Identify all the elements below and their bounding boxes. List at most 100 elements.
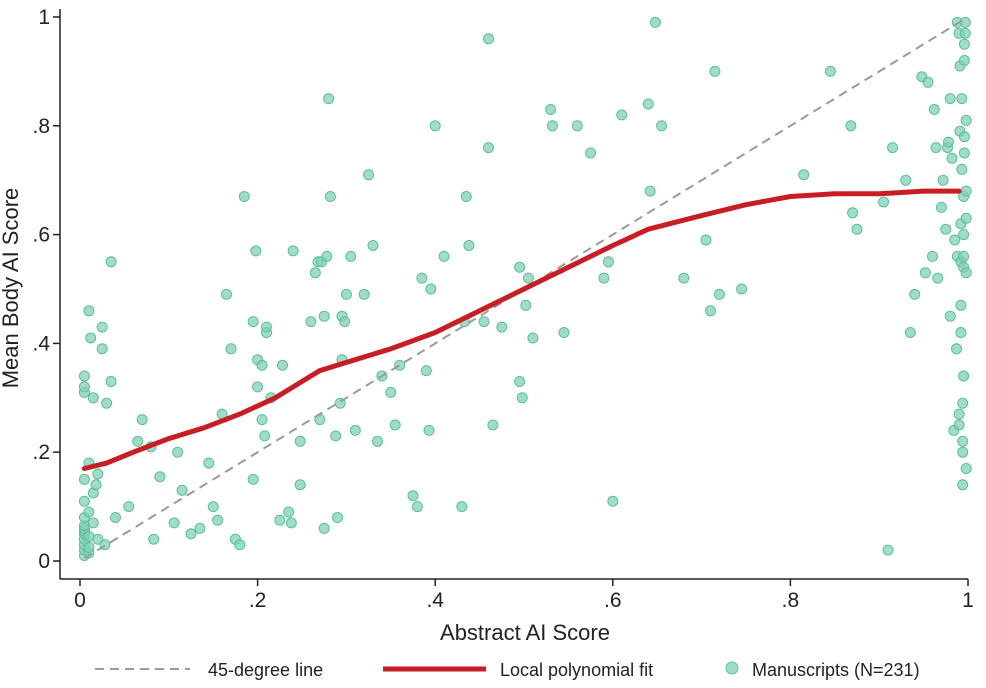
data-point <box>798 169 810 181</box>
data-point <box>460 191 472 202</box>
scatter-points <box>78 16 972 562</box>
data-point <box>92 468 104 480</box>
data-point <box>958 38 970 50</box>
data-point <box>274 514 286 526</box>
data-point <box>349 424 361 436</box>
data-point <box>919 267 931 279</box>
data-point <box>602 256 614 268</box>
data-point <box>960 463 972 474</box>
data-point <box>958 229 970 241</box>
data-point <box>904 327 916 338</box>
data-point <box>283 506 295 518</box>
data-point <box>416 272 428 284</box>
data-point <box>225 343 237 355</box>
data-point <box>96 343 108 355</box>
data-point <box>598 272 610 284</box>
data-point <box>332 512 343 523</box>
data-point <box>709 65 721 77</box>
data-point <box>420 365 432 377</box>
data-point <box>287 245 299 257</box>
data-point <box>882 544 894 556</box>
y-tick-label: .4 <box>32 332 50 355</box>
data-point <box>389 419 401 431</box>
y-axis-title: Mean Body AI Score <box>0 188 23 389</box>
data-point <box>277 359 288 371</box>
data-point <box>955 327 967 338</box>
data-point <box>909 288 921 300</box>
data-point <box>423 424 435 436</box>
data-point <box>937 174 949 186</box>
data-point <box>324 191 336 202</box>
axes <box>59 9 968 580</box>
data-point <box>234 539 246 551</box>
data-point <box>944 93 956 105</box>
x-tick-label: .8 <box>782 589 800 612</box>
data-point <box>294 479 306 491</box>
data-point <box>958 370 970 382</box>
fit-line-group <box>81 188 962 471</box>
data-point <box>339 316 351 328</box>
data-point <box>252 381 264 393</box>
data-point <box>363 169 375 181</box>
data-point <box>345 250 357 262</box>
data-point <box>824 65 836 77</box>
data-point <box>955 299 967 311</box>
data-point <box>247 473 259 485</box>
fit-line <box>81 188 962 471</box>
data-point <box>958 147 970 159</box>
data-point <box>309 267 321 279</box>
legend-point-swatch <box>725 661 739 675</box>
data-point <box>83 541 95 553</box>
data-point <box>546 120 558 132</box>
data-point <box>110 512 121 523</box>
data-point <box>953 419 965 431</box>
data-point <box>176 484 188 496</box>
legend-reference-line-label: 45-degree line <box>208 660 323 680</box>
x-tick-label: .6 <box>604 589 622 612</box>
y-tick-label: .8 <box>32 115 50 138</box>
data-point <box>78 381 90 393</box>
data-point <box>943 136 954 148</box>
y-ticks: 0 .2 .4 .6 .8 1 <box>32 6 60 573</box>
data-point <box>318 310 330 322</box>
data-point <box>154 471 166 483</box>
data-point <box>960 185 972 197</box>
data-point <box>330 430 342 442</box>
data-point <box>496 321 508 333</box>
data-point <box>385 386 397 398</box>
data-point <box>957 435 969 447</box>
data-point <box>887 142 898 154</box>
data-point <box>238 191 250 202</box>
data-point <box>463 240 475 251</box>
data-point <box>656 120 668 132</box>
data-point <box>294 435 306 447</box>
data-point <box>87 517 99 529</box>
data-point <box>456 501 468 513</box>
data-point <box>585 147 597 159</box>
data-point <box>958 55 970 66</box>
x-tick-label: 1 <box>962 589 974 612</box>
x-tick-label: .2 <box>249 589 267 612</box>
data-point <box>305 316 317 328</box>
x-axis-title: Abstract AI Score <box>440 620 610 645</box>
data-point <box>946 152 958 164</box>
data-point <box>285 517 297 529</box>
data-point <box>953 408 965 420</box>
data-point <box>78 495 90 507</box>
x-ticks: 0 .2 .4 .6 .8 1 <box>74 579 974 612</box>
data-point <box>607 495 619 507</box>
data-point <box>407 490 419 502</box>
data-point <box>425 283 437 295</box>
data-point <box>932 272 944 284</box>
data-point <box>185 528 197 540</box>
data-point <box>959 16 971 28</box>
data-point <box>900 174 912 186</box>
data-point <box>105 376 117 387</box>
data-point <box>487 419 499 431</box>
data-point <box>940 223 952 235</box>
data-point <box>514 261 526 273</box>
data-point <box>259 430 271 442</box>
data-point <box>372 435 383 447</box>
